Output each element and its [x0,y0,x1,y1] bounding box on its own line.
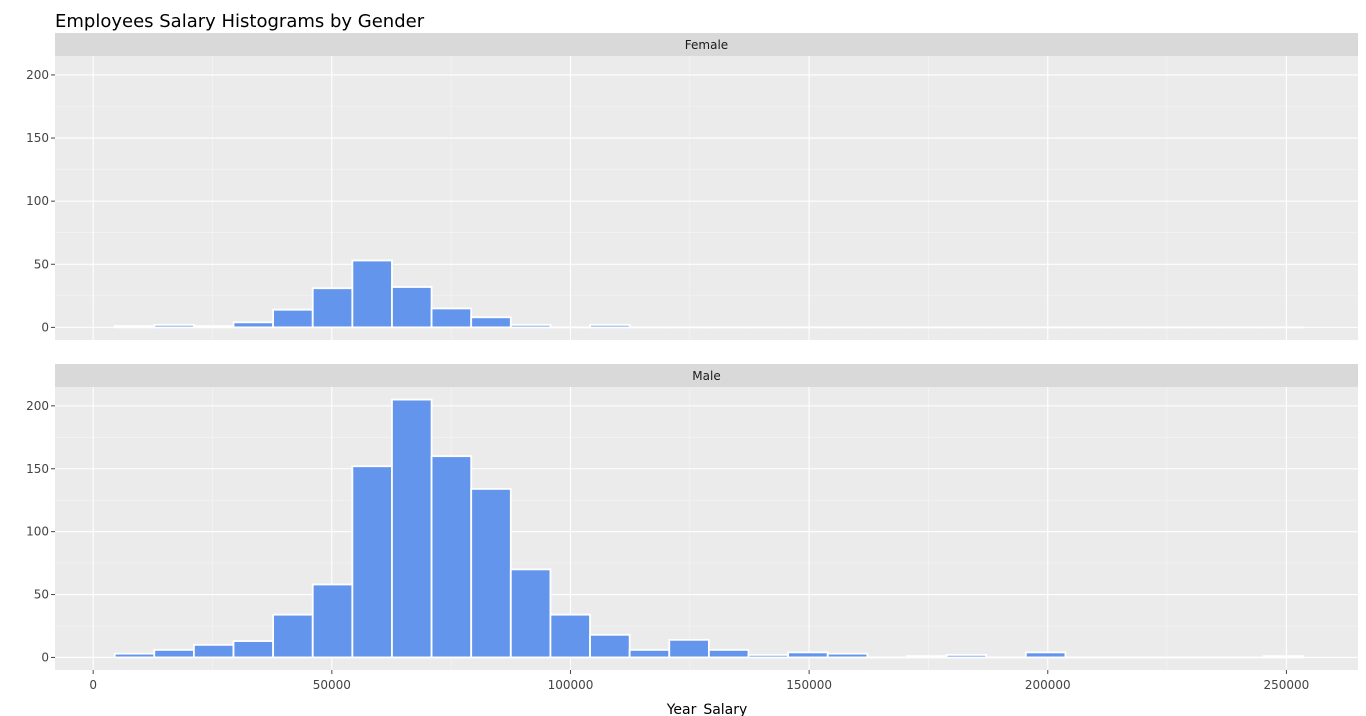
x-tick-label: 0 [89,678,97,692]
facet-panels: Female 0 50 100 150 200 Male 0 50 100 150 200 [26,33,1358,670]
histogram-bar [113,652,156,659]
histogram-bar [668,638,710,659]
x-tick-label: 100000 [548,678,594,692]
panel-male: Male 0 50 100 150 200 [26,364,1358,670]
histogram-bar [153,648,195,659]
x-tick-label: 150000 [786,678,832,692]
x-tick-label: 200000 [1025,678,1071,692]
histogram-bar [192,643,235,659]
histogram-bar [589,323,631,329]
histogram-bar [826,652,869,659]
histogram-bar [311,583,354,659]
y-tick-label: 200 [26,68,49,82]
histogram-bar [391,286,433,329]
x-tick-label: 250000 [1264,678,1310,692]
strip-label-male: Male [692,369,720,383]
histogram-bar [509,568,552,659]
x-tick-label: 50000 [313,678,351,692]
histogram-bar [430,455,473,659]
y-tick-label: 100 [26,194,49,208]
histogram-bar [232,640,275,659]
y-tick-label: 100 [26,525,49,539]
x-axis: 0 50000 100000 150000 200000 250000 [89,670,1309,692]
histogram-bar [589,633,631,659]
histogram-bar [787,651,829,659]
y-tick-label: 150 [26,462,49,476]
y-tick-label: 0 [41,650,49,664]
strip-male [55,364,1358,387]
histogram-bar [351,259,393,329]
histogram-bar [351,465,393,659]
histogram-bar [747,654,790,659]
histogram-bar [272,308,314,329]
histogram-bar [153,323,195,329]
histogram-bar [1262,655,1305,659]
y-tick-label: 150 [26,131,49,145]
y-tick-label: 50 [34,257,49,271]
histogram-bar [549,613,591,659]
histogram-bar [509,323,552,329]
histogram-bar [470,316,512,329]
histogram-bar [272,613,314,659]
histogram-bar [113,325,156,329]
y-tick-label: 200 [26,399,49,413]
panel-female: Female 0 50 100 150 200 [26,33,1358,340]
histogram-bar [707,648,750,659]
y-tick-label: 50 [34,588,49,602]
x-axis-title: Year_Salary [666,702,748,716]
histogram-bar [1024,651,1067,659]
panel-background [55,387,1358,670]
histogram-bar [906,655,948,659]
panel-background [55,56,1358,340]
histogram-bar [470,487,512,659]
y-tick-label: 0 [41,320,49,334]
histogram-bar [232,321,275,329]
chart-title: Employees Salary Histograms by Gender [55,11,425,32]
histogram-bar [311,287,354,329]
histogram-bar [391,398,433,659]
strip-label-female: Female [685,38,728,52]
histogram-bar [192,325,235,329]
strip-female [55,33,1358,56]
histogram-bar [945,654,988,659]
histogram-bar [628,648,671,659]
histogram-bar [430,307,473,329]
